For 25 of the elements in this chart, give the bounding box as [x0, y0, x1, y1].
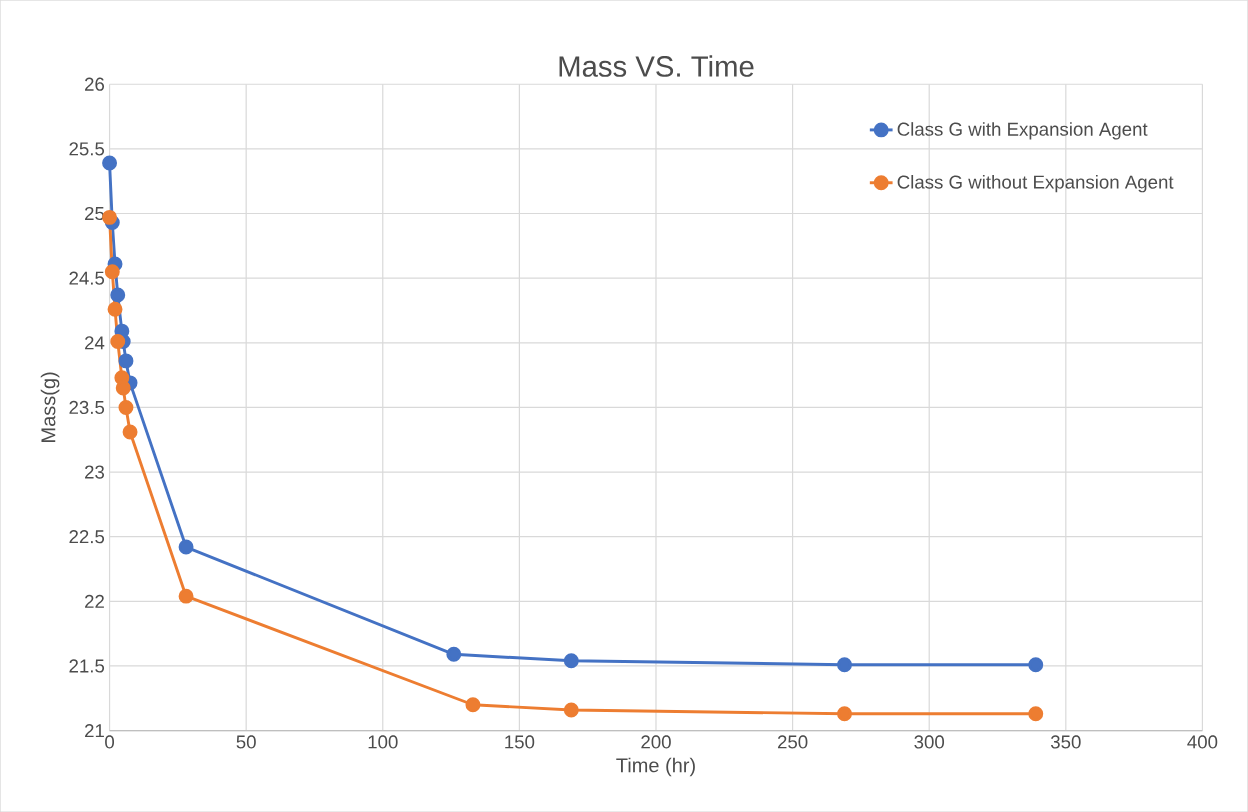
- x-tick-label: 100: [368, 735, 398, 749]
- y-tick-label: 24: [85, 336, 105, 350]
- x-tick-label: 400: [1187, 735, 1218, 749]
- y-tick-label: 25: [85, 206, 105, 221]
- x-tick-label: 150: [505, 735, 535, 749]
- x-tick-label: 300: [914, 735, 945, 749]
- chart-title: Mass VS. Time: [559, 55, 754, 77]
- y-tick-label: 26: [85, 77, 105, 91]
- legend-label: Class G without Expansion Agent: [897, 174, 1174, 193]
- x-tick-label: 50: [236, 735, 256, 749]
- x-tick-label: 250: [777, 735, 808, 749]
- x-tick-label: 350: [1050, 735, 1081, 749]
- y-tick-label: 21.5: [69, 659, 105, 673]
- y-tick-label: 23.5: [69, 400, 105, 414]
- x-axis-title: Time (hr): [616, 757, 695, 777]
- y-tick-label: 22: [85, 594, 104, 608]
- y-tick-label: 23: [85, 465, 105, 479]
- y-tick-label: 22.5: [69, 530, 105, 544]
- y-tick-label: 21: [85, 724, 104, 738]
- x-tick-label: 0: [105, 735, 115, 749]
- y-tick-label: 25.5: [69, 142, 105, 156]
- legend-label: Class G with Expansion Agent: [897, 122, 1148, 140]
- y-tick-label: 24.5: [69, 271, 105, 285]
- y-axis-title: Mass(g): [40, 372, 60, 442]
- x-tick-label: 200: [641, 735, 671, 749]
